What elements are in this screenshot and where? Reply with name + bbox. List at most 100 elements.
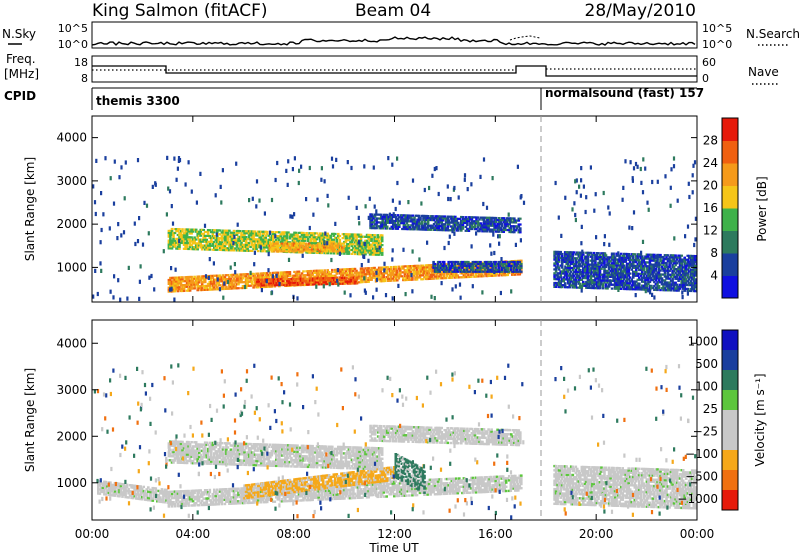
heatmap-cell [424, 277, 428, 281]
heatmap-cell [586, 271, 590, 274]
heatmap-cell [577, 267, 581, 270]
heatmap-cell [514, 260, 517, 264]
heatmap-cell [276, 248, 280, 251]
heatmap-cell [563, 284, 567, 287]
heatmap-cell [403, 271, 407, 274]
heatmap-cell [194, 277, 198, 280]
heatmap-cell [264, 274, 267, 277]
heatmap-cell [249, 234, 252, 237]
heatmap-cell [625, 268, 629, 271]
heatmap-cell [282, 246, 285, 249]
heatmap-cell [350, 267, 354, 271]
heatmap-cell [579, 276, 582, 279]
heatmap-cell [246, 273, 249, 276]
heatmap-cell [665, 254, 668, 257]
heatmap-cell [613, 281, 617, 284]
heatmap-cell [167, 278, 171, 282]
heatmap-cell [261, 285, 264, 289]
heatmap-cell [252, 274, 255, 277]
heatmap-cell [410, 216, 413, 219]
heatmap-cell [573, 286, 576, 289]
heatmap-cell [303, 233, 307, 237]
heatmap-cell [202, 234, 205, 237]
heatmap-cell [379, 251, 382, 254]
heatmap-cell [454, 215, 457, 218]
heatmap-cell [352, 280, 356, 283]
heatmap-cell [497, 262, 500, 266]
heatmap-cell [388, 279, 392, 282]
heatmap-cell [202, 244, 205, 247]
heatmap-cell [445, 274, 449, 278]
heatmap-cell [483, 264, 487, 267]
heatmap-cell [438, 225, 442, 228]
heatmap-cell [258, 236, 261, 239]
heatmap-cell [274, 244, 278, 247]
heatmap-cell [202, 232, 205, 235]
heatmap-cell [568, 286, 571, 289]
heatmap-cell [441, 217, 445, 220]
heatmap-cell [246, 243, 249, 246]
heatmap-cell [451, 219, 454, 222]
heatmap-cell [353, 241, 357, 244]
heatmap-cell [639, 261, 643, 264]
heatmap-cell [304, 242, 308, 245]
heatmap-cell [663, 275, 667, 278]
heatmap-cell [613, 274, 617, 277]
heatmap-cell [476, 222, 480, 225]
date-title: 28/May/2010 [585, 1, 697, 21]
heatmap-cell [666, 269, 670, 272]
heatmap-cell [370, 223, 374, 226]
heatmap-cell [191, 279, 195, 282]
heatmap-cell [638, 278, 641, 281]
heatmap-cell [610, 283, 614, 286]
heatmap-cell [276, 231, 280, 234]
heatmap-cell [624, 274, 627, 277]
heatmap-cell [583, 275, 587, 278]
heatmap-cell [185, 236, 189, 239]
heatmap-cell [491, 262, 494, 266]
heatmap-cell [194, 281, 198, 284]
heatmap-cell [295, 244, 299, 247]
heatmap-cell [255, 278, 259, 281]
heatmap-cell [283, 283, 286, 287]
heatmap-cell [219, 233, 222, 236]
heatmap-cell [668, 260, 671, 263]
heatmap-cell [624, 256, 627, 259]
heatmap-cell [315, 283, 319, 286]
heatmap-cell [672, 256, 676, 259]
heatmap-cell [415, 272, 419, 275]
heatmap-cell [498, 262, 502, 266]
heatmap-cell [176, 276, 180, 279]
heatmap-cell [600, 263, 603, 266]
heatmap-cell [397, 277, 401, 280]
heatmap-cell [223, 247, 227, 250]
heatmap-cell [665, 261, 668, 265]
heatmap-cell [178, 288, 181, 291]
heatmap-cell [458, 225, 462, 228]
heatmap-cell [353, 233, 357, 236]
heatmap-cell [200, 281, 204, 284]
heatmap-cell [461, 272, 464, 275]
heatmap-cell [482, 216, 486, 219]
heatmap-cell [332, 246, 335, 249]
heatmap-cell [630, 286, 633, 289]
heatmap-cell [466, 218, 469, 221]
heatmap-cell [379, 266, 382, 269]
heatmap-cell [506, 268, 509, 271]
heatmap-cell [243, 235, 246, 239]
heatmap-cell [252, 238, 255, 241]
heatmap-cell [403, 265, 407, 268]
heatmap-cell [588, 281, 591, 284]
heatmap-cell [481, 216, 484, 219]
heatmap-cell [261, 240, 264, 243]
heatmap-cell [429, 268, 432, 271]
heatmap-cell [668, 265, 671, 269]
heatmap-cell [503, 262, 506, 266]
heatmap-cell [213, 282, 216, 285]
heatmap-cell [184, 285, 187, 288]
heatmap-cell [220, 243, 224, 246]
heatmap-cell [281, 233, 284, 236]
heatmap-cell [285, 239, 289, 242]
heatmap-cell [210, 278, 213, 281]
heatmap-cell [178, 278, 181, 281]
